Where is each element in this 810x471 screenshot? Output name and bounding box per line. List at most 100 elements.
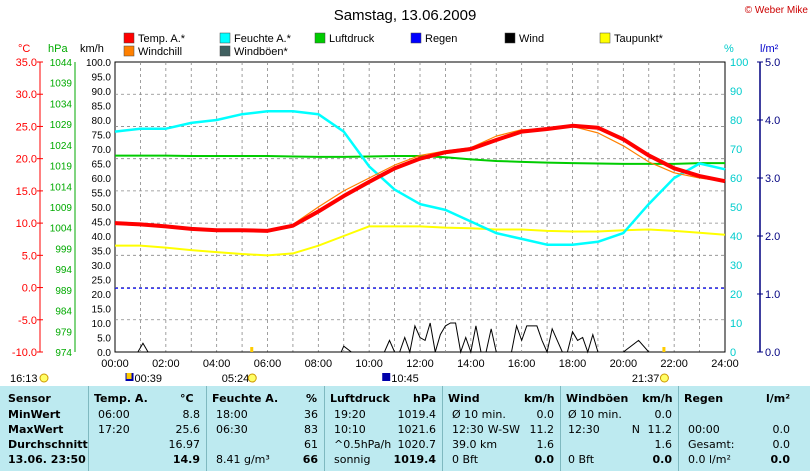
hdr-temp: Temp. A. [94, 392, 148, 405]
tick-x: 08:00 [305, 358, 333, 370]
weather-chart: Samstag, 13.06.2009 © Weber Mike Temp. A.*… [10, 5, 808, 385]
tick-press: 974 [55, 348, 72, 359]
tick-hum: 10 [730, 318, 742, 330]
table-cell-press-v: 1019.4 [393, 453, 436, 466]
table-cell-label: 13.06. 23:50 [8, 453, 86, 466]
table-cell-press-v: 1019.4 [397, 408, 437, 421]
tick-temp: 0.0 [22, 283, 37, 295]
table-cell-rain-t: Gesamt: [688, 438, 735, 451]
table-cell-press-t: 10:10 [334, 423, 366, 436]
tick-press: 1039 [50, 79, 73, 90]
moonset-icon [382, 373, 391, 381]
tick-hum: 60 [730, 173, 742, 185]
series-line-wind [115, 322, 725, 354]
tick-temp: 25.0 [16, 121, 37, 133]
unit-hum: % [724, 43, 734, 55]
moonrise-label: 00:39 [135, 373, 163, 385]
tick-x: 24:00 [711, 358, 739, 370]
tick-temp: 30.0 [16, 89, 37, 101]
hdr-hum-unit: % [306, 392, 318, 405]
legend-label: Feuchte A.* [234, 33, 292, 45]
tick-press: 1024 [50, 141, 73, 152]
tick-wind: 75.0 [92, 131, 112, 142]
sunset-marker [662, 347, 666, 352]
hdr-gust-unit: km/h [642, 392, 673, 405]
table-cell-rain-v: 0.0 [772, 423, 791, 436]
table-cell-hum-t: 06:30 [216, 423, 248, 436]
table-cell-hum-v: 83 [304, 423, 318, 436]
hdr-press: Luftdruck [330, 392, 390, 405]
tick-rain: 4.0 [765, 115, 780, 127]
tick-press: 1029 [50, 120, 73, 131]
table-cell-wind-t: 0 Bft [452, 453, 479, 466]
series-line-feuchtea [114, 110, 726, 246]
tick-x: 10:00 [355, 358, 383, 370]
hdr-rain: Regen [684, 392, 724, 405]
stats-table: Sensor Temp. A. °C Feuchte A. % Luftdruc… [0, 386, 810, 471]
table-cell-wind-t: 12:30 [452, 423, 484, 436]
tick-x: 16:00 [508, 358, 536, 370]
table-cell-hum-v: 36 [304, 408, 318, 421]
table-cell-wind-v: 1.6 [536, 438, 555, 451]
sunset-label: 21:37 [632, 373, 660, 385]
tick-x: 18:00 [559, 358, 587, 370]
tick-wind: 50.0 [92, 203, 112, 214]
moon-phase-marker [126, 373, 132, 379]
table-cell-gust-v: 0.0 [652, 453, 673, 466]
tick-press: 1034 [50, 99, 73, 110]
table-cell-hum-t: 8.41 g/m³ [216, 453, 270, 466]
table-cell-temp-t: 17:20 [98, 423, 130, 436]
tick-x: 02:00 [152, 358, 180, 370]
tick-temp: 20.0 [16, 154, 37, 166]
table-cell-temp-v: 14.9 [172, 453, 200, 466]
table-cell-label: Durchschnitt [8, 438, 88, 451]
hdr-temp-unit: °C [180, 392, 194, 405]
table-cell-rain-t: 00:00 [688, 423, 720, 436]
tick-x: 20:00 [610, 358, 638, 370]
tick-hum: 30 [730, 260, 742, 272]
tick-hum: 20 [730, 289, 742, 301]
sunrise-icon [247, 373, 257, 383]
tick-wind: 30.0 [92, 261, 112, 272]
tick-press: 1009 [50, 203, 73, 214]
hdr-wind: Wind [448, 392, 480, 405]
legend-swatch [504, 32, 516, 44]
tick-wind: 5.0 [97, 334, 111, 345]
tick-press: 989 [55, 286, 72, 297]
table-cell-wind-t: 39.0 km [452, 438, 498, 451]
legend-label: Regen [425, 33, 457, 45]
tick-rain: 5.0 [765, 57, 780, 69]
tick-wind: 0.0 [97, 348, 111, 359]
tick-wind: 35.0 [92, 247, 112, 258]
legend-label: Luftdruck [329, 33, 375, 45]
tick-wind: 95.0 [92, 73, 112, 84]
table-cell-press-t: sonnig [334, 453, 371, 466]
tick-wind: 60.0 [92, 174, 112, 185]
tick-rain: 1.0 [765, 289, 780, 301]
table-cell-wind-v: 0.0 [534, 453, 555, 466]
table-cell-temp-v: 25.6 [175, 423, 201, 436]
tick-wind: 20.0 [92, 290, 112, 301]
tick-hum: 0 [730, 347, 736, 359]
table-cell-hum-t: 18:00 [216, 408, 248, 421]
table-cell-gust-v: 0.0 [654, 408, 673, 421]
table-cell-rain-v: 0.0 [772, 438, 791, 451]
tick-temp: -5.0 [18, 315, 37, 327]
tick-wind: 65.0 [92, 160, 112, 171]
tick-x: 12:00 [406, 358, 434, 370]
legend-swatch [219, 45, 231, 57]
left-sun-icon [39, 373, 49, 383]
table-cell-temp-v: 16.97 [168, 438, 201, 451]
legend-swatch [410, 32, 422, 44]
table-cell-wind-v: 11.2 [529, 423, 555, 436]
hdr-wind-unit: km/h [524, 392, 555, 405]
sunrise-marker [250, 347, 254, 352]
hdr-sensor: Sensor [8, 392, 51, 405]
tick-x: 14:00 [457, 358, 485, 370]
tick-hum: 40 [730, 231, 742, 243]
tick-press: 994 [55, 265, 72, 276]
hdr-rain-unit: l/m² [766, 392, 791, 405]
series-line-taupunkt [115, 225, 726, 257]
tick-wind: 80.0 [92, 116, 112, 127]
tick-hum: 50 [730, 202, 742, 214]
